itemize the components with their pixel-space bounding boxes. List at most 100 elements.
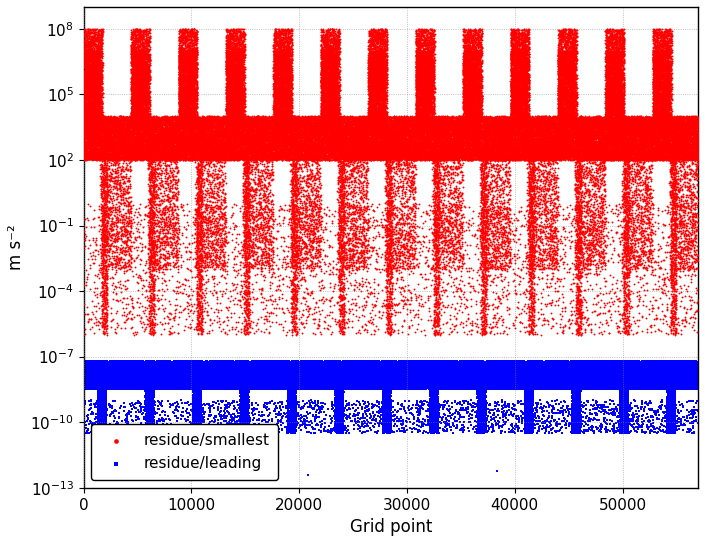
residue/leading [577,361,589,370]
residue/smallest [322,35,333,43]
residue/leading [577,372,589,381]
residue/smallest [611,279,622,287]
residue/smallest [432,180,443,189]
residue/smallest [436,114,447,123]
residue/leading [245,383,257,392]
residue/leading [425,375,436,383]
residue/smallest [532,247,543,255]
residue/leading [185,371,197,380]
residue/leading [584,377,596,386]
residue/smallest [568,117,580,126]
residue/leading [525,366,537,375]
residue/smallest [556,142,567,150]
residue/smallest [83,97,94,105]
residue/smallest [637,140,649,149]
residue/leading [239,360,250,369]
residue/leading [439,365,450,374]
residue/smallest [221,148,233,156]
residue/smallest [188,102,199,111]
residue/leading [111,380,123,389]
residue/smallest [284,64,295,73]
residue/leading [532,379,544,388]
residue/smallest [253,258,264,267]
residue/smallest [99,153,111,161]
residue/leading [670,392,681,401]
residue/smallest [501,127,512,136]
residue/smallest [322,140,333,149]
residue/smallest [278,113,290,122]
residue/smallest [479,155,490,163]
residue/smallest [281,97,293,105]
residue/leading [409,361,420,369]
residue/smallest [173,134,184,143]
residue/smallest [569,260,580,269]
residue/leading [642,378,654,387]
residue/smallest [462,62,474,71]
residue/smallest [615,286,626,295]
residue/leading [246,371,257,380]
residue/smallest [439,112,450,121]
residue/smallest [131,87,142,96]
residue/smallest [336,113,347,122]
residue/leading [385,368,396,377]
residue/leading [581,371,592,380]
residue/leading [465,375,477,383]
residue/smallest [325,153,336,161]
residue/smallest [285,229,296,238]
residue/smallest [651,149,662,158]
residue/smallest [429,228,440,237]
residue/leading [459,365,470,374]
residue/leading [608,365,620,374]
residue/leading [95,386,106,395]
residue/smallest [271,94,282,103]
residue/smallest [449,149,460,157]
residue/leading [682,368,694,377]
residue/smallest [201,203,212,212]
residue/smallest [235,87,247,96]
residue/leading [216,365,227,374]
residue/smallest [305,142,317,150]
residue/smallest [85,81,97,90]
residue/smallest [131,105,142,113]
residue/smallest [459,151,470,160]
residue/leading [572,416,584,425]
residue/smallest [197,191,208,200]
residue/smallest [188,128,199,136]
residue/leading [296,372,307,381]
residue/leading [368,360,379,369]
residue/leading [678,357,689,366]
residue/smallest [560,88,572,97]
residue/smallest [445,136,456,145]
residue/smallest [190,94,202,103]
residue/leading [232,359,243,368]
residue/smallest [614,59,625,67]
residue/leading [680,368,691,376]
residue/smallest [268,62,279,71]
residue/smallest [200,155,211,163]
residue/smallest [637,150,648,159]
residue/smallest [415,128,427,137]
residue/leading [584,363,596,372]
residue/smallest [172,127,183,136]
residue/smallest [511,79,522,88]
residue/smallest [405,142,416,150]
residue/smallest [304,124,315,133]
residue/leading [463,370,474,379]
residue/smallest [634,112,646,121]
residue/smallest [228,28,240,37]
residue/smallest [365,71,376,80]
residue/smallest [225,57,236,66]
residue/smallest [235,133,247,142]
residue/smallest [479,178,490,187]
residue/smallest [163,147,174,156]
residue/smallest [178,106,189,115]
residue/smallest [280,152,291,161]
residue/leading [296,383,307,392]
residue/leading [429,398,440,407]
residue/leading [498,384,510,393]
residue/leading [442,364,453,373]
residue/smallest [321,112,332,121]
residue/smallest [242,163,253,172]
residue/smallest [233,79,245,87]
residue/smallest [663,104,674,113]
